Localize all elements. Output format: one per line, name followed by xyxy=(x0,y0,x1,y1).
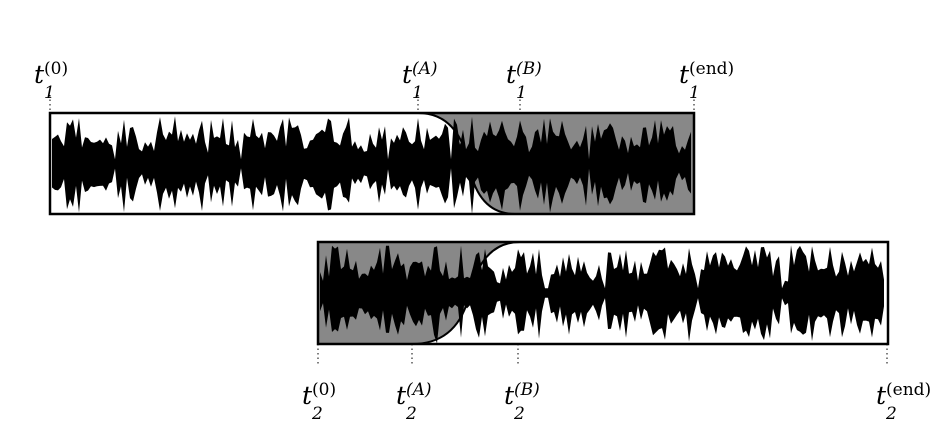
label-sub: 2 xyxy=(886,404,897,424)
label-sub: 2 xyxy=(312,404,323,424)
label-sup: (0) xyxy=(44,59,69,79)
time-markers xyxy=(49,95,888,365)
label-sub: 1 xyxy=(516,83,527,103)
label-base: t xyxy=(875,381,887,410)
label-sub: 1 xyxy=(412,83,423,103)
label-sub: 1 xyxy=(689,83,700,103)
label-sup: (A) xyxy=(406,380,432,400)
label-sup: (B) xyxy=(516,59,542,79)
label-base: t xyxy=(33,60,45,89)
label-base: t xyxy=(401,60,413,89)
label-sup: (end) xyxy=(689,59,735,79)
label-base: t xyxy=(678,60,690,89)
label-t1-a: t (A) 1 xyxy=(401,59,442,102)
label-sup: (0) xyxy=(312,380,337,400)
track-1-frame xyxy=(48,111,696,216)
label-sup: (B) xyxy=(514,380,540,400)
track-2 xyxy=(316,240,890,346)
label-t1-end: t (end) 1 xyxy=(678,59,735,102)
label-sup: (end) xyxy=(886,380,932,400)
label-base: t xyxy=(301,381,313,410)
label-base: t xyxy=(503,381,515,410)
label-sub: 2 xyxy=(406,404,417,424)
track-1-waveform xyxy=(52,116,691,215)
label-t1-start: t (0) 1 xyxy=(33,59,70,102)
label-base: t xyxy=(505,60,517,89)
track-2-fade-curve xyxy=(411,241,521,345)
label-t1-b: t (B) 1 xyxy=(505,59,546,102)
track-1 xyxy=(48,111,696,216)
waveform-shape xyxy=(52,116,691,215)
label-base: t xyxy=(395,381,407,410)
label-sup: (A) xyxy=(412,59,438,79)
label-t2-a: t (A) 2 xyxy=(395,380,436,423)
track-1-fade-curve xyxy=(417,112,516,215)
label-t2-b: t (B) 2 xyxy=(503,380,544,423)
label-t2-start: t (0) 2 xyxy=(301,380,338,423)
track-2-frame xyxy=(316,240,890,346)
label-sub: 2 xyxy=(514,404,525,424)
label-t2-end: t (end) 2 xyxy=(875,380,932,423)
label-sub: 1 xyxy=(44,83,55,103)
